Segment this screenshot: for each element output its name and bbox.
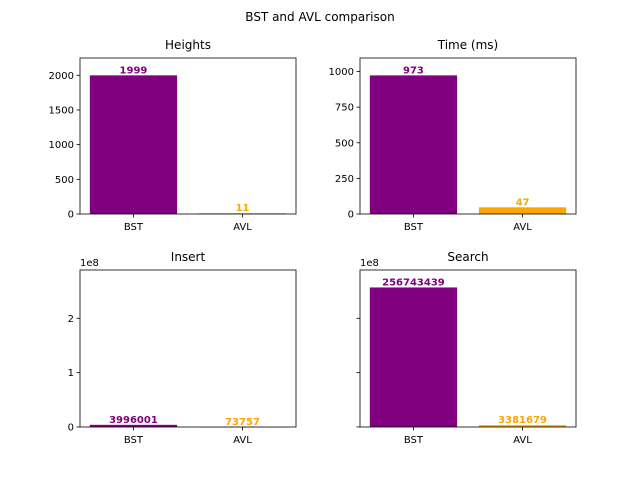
panel-insert: Insert 3996001 73757 0 1 2 1e8 BST AVL — [68, 250, 297, 446]
y-offset-label-search: 1e8 — [360, 258, 379, 269]
panel-time-ms: Time (ms) 973 47 0 250 500 750 1000 BST AVL — [329, 38, 577, 233]
bar-value-label-heights-avl: 11 — [236, 203, 250, 214]
axes-frame-search — [359, 269, 577, 428]
bar-value-label-time-ms-bst: 973 — [403, 65, 424, 76]
panel-title-insert: Insert — [171, 250, 206, 264]
bar-heights-bst — [89, 75, 178, 215]
y-tick-label-heights-2: 1000 — [49, 140, 74, 151]
axes-frame-insert — [79, 269, 297, 428]
y-tick-label-time-ms-3: 750 — [335, 103, 354, 114]
bar-insert-bst — [89, 424, 178, 427]
x-tick-label-search-bst: BST — [404, 435, 424, 446]
y-tick-label-heights-1: 500 — [55, 175, 74, 186]
bar-search-bst — [369, 287, 458, 427]
y-tick-label-heights-3: 1500 — [49, 105, 74, 116]
x-tick-label-time-ms-avl: AVL — [513, 222, 532, 233]
panel-title-time-ms: Time (ms) — [437, 38, 499, 52]
bar-value-label-heights-bst: 1999 — [120, 65, 148, 76]
x-tick-label-insert-bst: BST — [124, 435, 144, 446]
panel-title-heights: Heights — [165, 38, 211, 52]
figure-title: BST and AVL comparison — [245, 10, 394, 24]
y-tick-label-heights-4: 2000 — [49, 71, 74, 82]
y-tick-label-time-ms-1: 250 — [335, 174, 354, 185]
axes-frame-heights — [79, 57, 297, 215]
bar-time-ms-avl — [478, 207, 567, 214]
y-tick-label-insert-0: 0 — [68, 423, 74, 434]
bar-search-avl — [478, 425, 567, 427]
panel-search: Search 256743439 3381679 1e8 BST AVL — [356, 250, 577, 446]
axes-frame-time-ms — [359, 57, 577, 215]
x-tick-label-insert-avl: AVL — [233, 435, 252, 446]
bar-value-label-search-bst: 256743439 — [382, 277, 445, 288]
y-offset-label-insert: 1e8 — [80, 258, 99, 269]
y-tick-label-time-ms-0: 0 — [348, 210, 354, 221]
bar-time-ms-bst — [369, 75, 458, 214]
bar-value-label-time-ms-avl: 47 — [516, 197, 530, 208]
x-tick-label-heights-avl: AVL — [233, 222, 252, 233]
x-tick-label-search-avl: AVL — [513, 435, 532, 446]
y-tick-label-insert-1: 1 — [68, 368, 74, 379]
panel-heights: Heights 1999 11 0 500 1000 1500 2000 BST AVL — [49, 38, 297, 233]
bar-value-label-insert-avl: 73757 — [225, 417, 260, 428]
y-tick-label-insert-2: 2 — [68, 314, 74, 325]
bar-value-label-insert-bst: 3996001 — [109, 415, 158, 426]
panel-title-search: Search — [447, 250, 488, 264]
y-tick-label-heights-0: 0 — [68, 210, 74, 221]
y-tick-label-time-ms-2: 500 — [335, 138, 354, 149]
x-tick-label-heights-bst: BST — [124, 222, 144, 233]
x-tick-label-time-ms-bst: BST — [404, 222, 424, 233]
bar-value-label-search-avl: 3381679 — [498, 415, 547, 426]
y-tick-label-time-ms-4: 1000 — [329, 67, 354, 78]
